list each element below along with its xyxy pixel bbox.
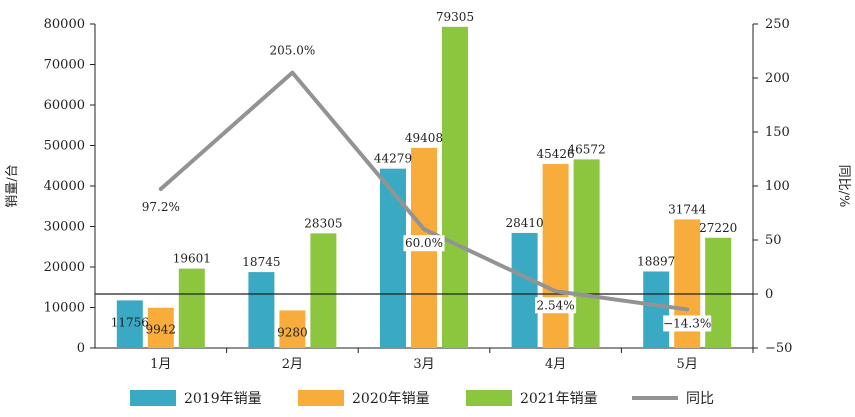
y2-tick-label: −50: [765, 341, 792, 356]
bar-label-2-2: 9280: [277, 325, 308, 339]
x-tick-label: 4月: [545, 357, 566, 372]
x-tick-label: 1月: [150, 357, 171, 372]
bar-label-3-2: 28305: [304, 216, 342, 230]
y2-tick-label: 100: [765, 179, 790, 194]
legend-label-4: 同比: [686, 391, 714, 407]
y2-tick-label: 250: [765, 17, 790, 32]
y-axis-title: 销量/台: [5, 164, 20, 207]
x-tick-label: 3月: [413, 357, 434, 372]
bar-label-3-5: 27220: [699, 221, 737, 235]
yoy-label-1: 97.2%: [142, 200, 180, 214]
bar-label-2-5: 31744: [668, 202, 707, 216]
bar-1-1: [116, 300, 143, 348]
legend-label-2: 2020年销量: [352, 391, 430, 407]
bar-3-1: [178, 268, 205, 348]
y-tick-label: 30000: [44, 220, 85, 235]
bar-3-2: [310, 233, 337, 348]
bar-label-2-1: 9942: [146, 323, 177, 337]
y2-tick-label: 200: [765, 71, 790, 86]
y-tick-label: 0: [77, 341, 85, 356]
yoy-label-4: 2.54%: [537, 298, 575, 312]
bar-1-4: [511, 232, 538, 348]
legend-label-1: 2019年销量: [184, 391, 262, 407]
bar-3-4: [573, 159, 600, 348]
bar-2-2: [279, 310, 306, 348]
bar-1-2: [248, 272, 275, 348]
legend-swatch-3: [466, 390, 512, 406]
y2-tick-label: 0: [765, 287, 773, 302]
yoy-label-bg-5: [663, 315, 712, 332]
y-tick-label: 50000: [44, 139, 85, 154]
bar-1-3: [380, 168, 406, 348]
x-tick-label: 5月: [677, 357, 698, 372]
y-tick-label: 10000: [44, 301, 85, 316]
bar-2-1: [147, 307, 174, 348]
legend-swatch-1: [130, 390, 176, 406]
y-tick-label: 20000: [44, 260, 85, 275]
yoy-label-3: 60.0%: [405, 236, 443, 250]
bar-label-1-5: 18897: [637, 254, 675, 268]
y2-tick-label: 50: [765, 233, 782, 248]
yoy-label-bg-4: [535, 297, 577, 314]
bar-label-3-1: 19601: [173, 252, 211, 266]
bar-label-3-3: 79305: [436, 10, 474, 24]
y-tick-label: 70000: [44, 58, 85, 73]
yoy-label-bg-3: [403, 235, 445, 252]
yoy-label-5: −14.3%: [663, 316, 711, 330]
bar-label-1-4: 28410: [506, 216, 544, 230]
y-tick-label: 60000: [44, 98, 85, 113]
bar-label-1-2: 18745: [242, 255, 280, 269]
bar-3-3: [442, 26, 468, 348]
bar-label-3-4: 46572: [568, 142, 606, 156]
y2-tick-label: 150: [765, 125, 790, 140]
legend-swatch-2: [298, 390, 344, 406]
bar-3-5: [705, 237, 732, 348]
y-tick-label: 40000: [44, 179, 85, 194]
bar-label-1-1: 11756: [111, 315, 149, 329]
x-tick-label: 2月: [282, 357, 303, 372]
bar-label-1-3: 44279: [374, 152, 412, 166]
legend-label-3: 2021年销量: [520, 391, 598, 407]
y2-axis-title: 同比/%: [836, 165, 851, 208]
yoy-label-2: 205.0%: [270, 44, 316, 58]
bar-1-5: [643, 271, 670, 348]
bar-2-4: [542, 164, 569, 348]
bar-label-2-4: 45426: [537, 147, 575, 161]
yoy-line: [158, 70, 690, 312]
bar-label-2-3: 49408: [405, 131, 443, 145]
y-tick-label: 80000: [44, 17, 85, 32]
